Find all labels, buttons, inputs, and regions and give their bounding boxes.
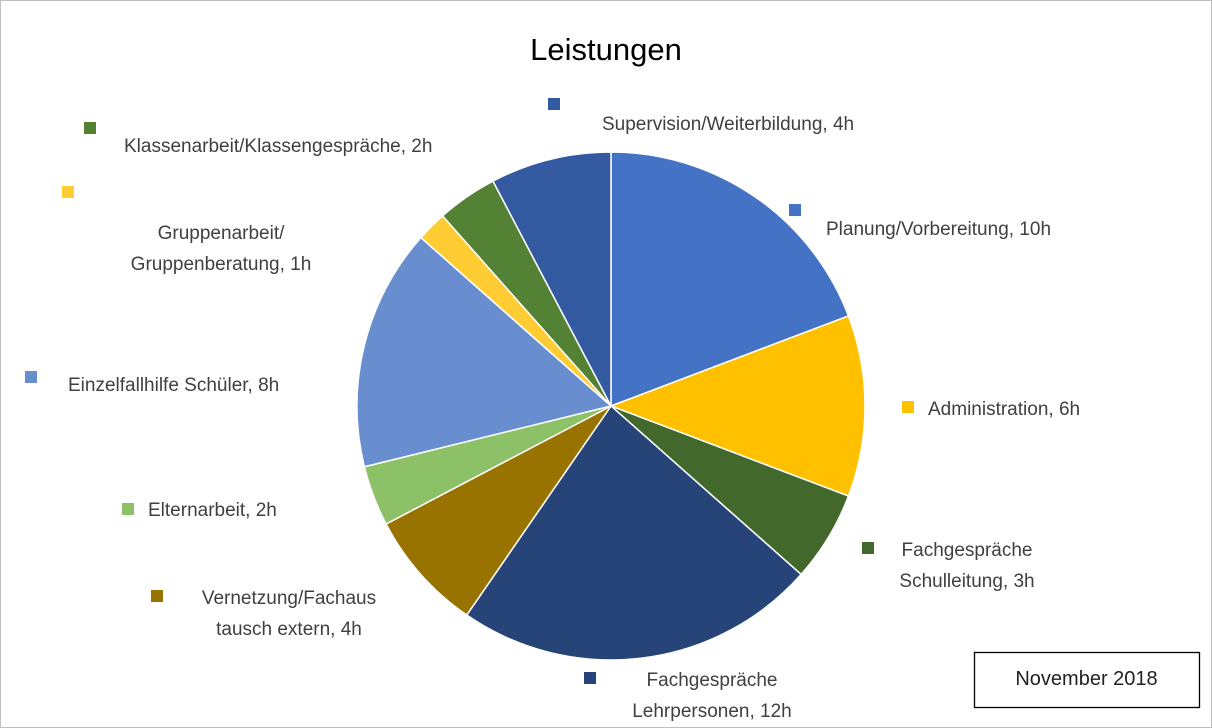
pie-slice <box>491 151 612 407</box>
data-label: Gruppenarbeit/ Gruppenberatung, 1h <box>130 222 312 275</box>
label-marker <box>122 503 134 515</box>
label-marker <box>62 186 74 198</box>
data-label: Vernetzung/Fachaus tausch extern, 4h <box>201 587 377 640</box>
data-label: Planung/Vorbereitung, 10h <box>826 218 1052 240</box>
data-label: Klassenarbeit/Klassengespräche, 2h <box>124 135 433 157</box>
label-marker <box>584 672 596 684</box>
pie-slice <box>385 405 612 617</box>
data-label: Einzelfallhilfe Schüler, 8h <box>68 374 280 396</box>
data-label: Fachgespräche Lehrpersonen, 12h <box>632 669 792 722</box>
label-marker <box>84 122 96 134</box>
pie-slice <box>465 404 803 661</box>
data-label: Fachgespräche Schulleitung, 3h <box>899 539 1035 592</box>
label-marker <box>789 204 801 216</box>
pie-slice <box>610 151 850 408</box>
label-marker <box>902 401 914 413</box>
pie-slice <box>608 314 866 498</box>
chart-title: Leistungen <box>530 32 682 67</box>
annotation-box <box>973 651 1201 709</box>
label-marker <box>862 542 874 554</box>
data-label: Administration, 6h <box>928 398 1081 420</box>
data-label: Supervision/Weiterbildung, 4h <box>602 113 855 135</box>
annotation: November 2018 <box>1015 668 1158 690</box>
data-label: Elternarbeit, 2h <box>148 499 277 521</box>
label-marker <box>548 98 560 110</box>
label-marker <box>25 371 37 383</box>
label-marker <box>151 590 163 602</box>
pie-slice <box>356 236 613 468</box>
